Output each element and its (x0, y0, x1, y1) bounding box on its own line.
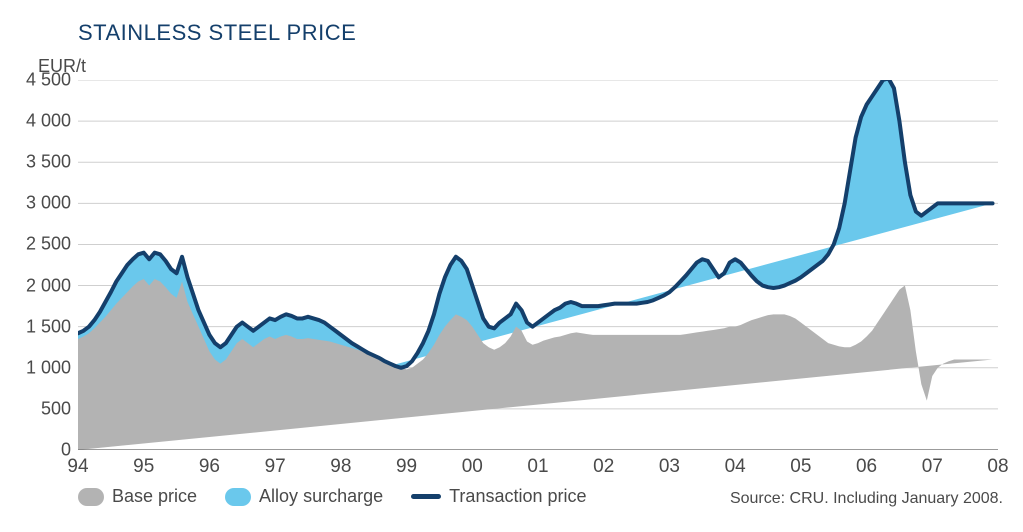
base-price-area (78, 279, 993, 450)
y-tick-label: 1 500 (11, 316, 71, 337)
x-tick-label: 04 (725, 456, 746, 478)
x-tick-label: 97 (265, 456, 286, 478)
x-tick-label: 98 (330, 456, 351, 478)
y-tick-label: 2 000 (11, 275, 71, 296)
legend-swatch-transaction (411, 494, 441, 499)
x-tick-label: 99 (396, 456, 417, 478)
x-tick-label: 96 (199, 456, 220, 478)
x-tick-label: 01 (527, 456, 548, 478)
y-tick-label: 0 (11, 440, 71, 461)
y-tick-label: 3 000 (11, 193, 71, 214)
y-tick-label: 500 (11, 398, 71, 419)
x-tick-label: 06 (856, 456, 877, 478)
legend-label-base: Base price (112, 486, 197, 507)
y-tick-label: 4 500 (11, 70, 71, 91)
y-tick-label: 2 500 (11, 234, 71, 255)
chart-title: STAINLESS STEEL PRICE (78, 20, 356, 46)
legend-item-transaction: Transaction price (411, 486, 586, 507)
legend-label-alloy: Alloy surcharge (259, 486, 383, 507)
x-tick-label: 08 (987, 456, 1008, 478)
stainless-steel-price-chart: STAINLESS STEEL PRICE EUR/t 05001 0001 5… (0, 0, 1023, 532)
x-tick-label: 94 (67, 456, 88, 478)
legend: Base price Alloy surcharge Transaction p… (78, 486, 587, 507)
x-tick-label: 07 (922, 456, 943, 478)
legend-swatch-alloy (225, 488, 251, 506)
x-tick-label: 02 (593, 456, 614, 478)
legend-item-alloy: Alloy surcharge (225, 486, 383, 507)
x-tick-label: 05 (790, 456, 811, 478)
y-tick-label: 4 000 (11, 111, 71, 132)
chart-source: Source: CRU. Including January 2008. (730, 490, 1003, 508)
y-tick-label: 1 000 (11, 357, 71, 378)
y-tick-label: 3 500 (11, 152, 71, 173)
legend-label-transaction: Transaction price (449, 486, 586, 507)
x-tick-label: 00 (462, 456, 483, 478)
legend-swatch-base (78, 488, 104, 506)
plot-area (78, 80, 998, 450)
legend-item-base: Base price (78, 486, 197, 507)
x-tick-label: 03 (659, 456, 680, 478)
x-tick-label: 95 (133, 456, 154, 478)
